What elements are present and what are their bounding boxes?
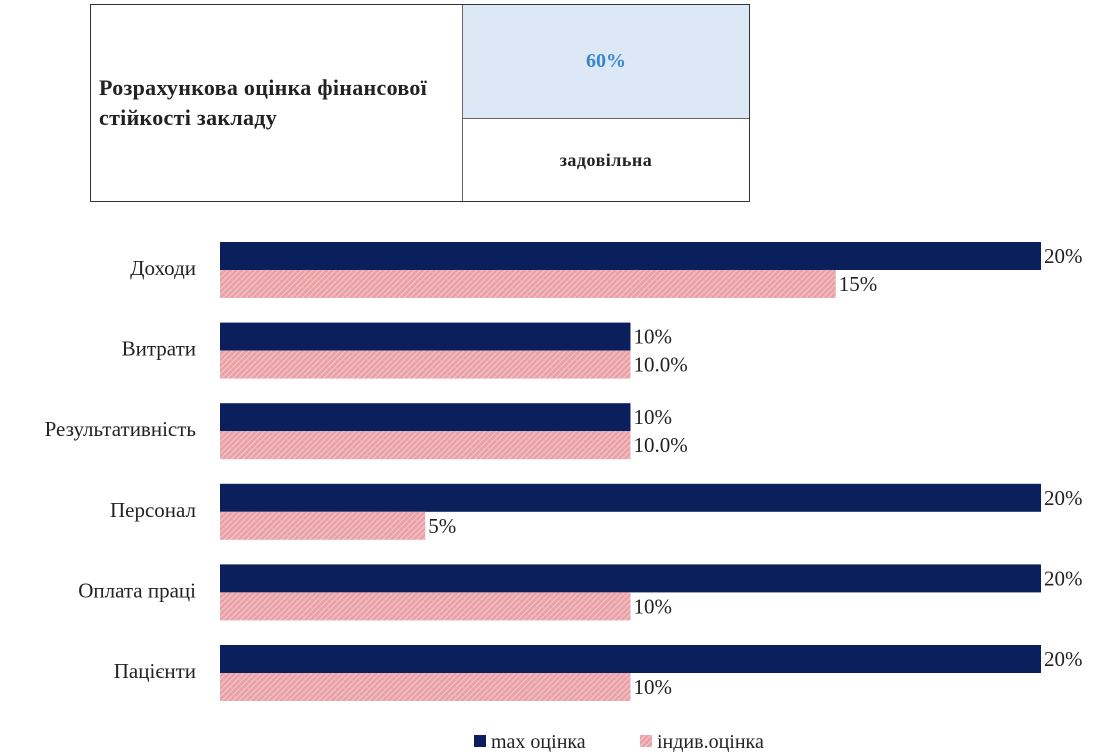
bar-max	[220, 403, 631, 432]
data-label: 15%	[839, 272, 878, 296]
bar-chart: Доходи 20% 15% Витрати 10% 10.0% Результативні…	[45, 242, 1083, 752]
legend-label: max оцінка	[491, 731, 586, 752]
summary-value-cell: 60% задовільна	[463, 5, 749, 201]
data-label: 20%	[1044, 486, 1083, 510]
category-label: Пацієнти	[114, 659, 196, 683]
bar-max	[220, 645, 1041, 673]
summary-label-cell: Розрахункова оцінка фінансової стійкості…	[91, 5, 463, 201]
category-label: Оплата праці	[78, 578, 196, 602]
bar-indiv	[220, 270, 836, 298]
summary-rating: задовільна	[559, 149, 653, 170]
summary-score: 60%	[463, 5, 749, 119]
data-label: 10%	[634, 594, 673, 618]
bar-max	[220, 483, 1041, 512]
data-label: 10%	[634, 675, 673, 699]
bar-max	[220, 242, 1041, 270]
bar-indiv	[220, 431, 631, 460]
legend-swatch-indiv	[640, 735, 652, 747]
bar-indiv	[220, 511, 426, 540]
data-label: 20%	[1044, 647, 1083, 671]
bar-indiv	[220, 592, 631, 621]
bar-indiv	[220, 673, 631, 701]
data-label: 10.0%	[634, 433, 688, 457]
data-label: 20%	[1044, 566, 1083, 590]
data-label: 10%	[634, 325, 673, 349]
data-label: 5%	[428, 514, 456, 538]
data-label: 10%	[634, 405, 673, 429]
category-label: Витрати	[122, 337, 196, 361]
summary-label: Розрахункова оцінка фінансової стійкості…	[99, 75, 428, 130]
category-label: Доходи	[130, 256, 196, 280]
data-label: 20%	[1044, 244, 1083, 268]
legend-label: індив.оцінка	[657, 731, 764, 752]
bar-max	[220, 564, 1041, 593]
summary-table: Розрахункова оцінка фінансової стійкості…	[90, 4, 750, 202]
bar-max	[220, 322, 631, 351]
bar-indiv	[220, 350, 631, 379]
category-label: Результативність	[45, 417, 196, 441]
legend-swatch-max	[474, 735, 486, 747]
data-label: 10.0%	[634, 353, 688, 377]
category-label: Персонал	[110, 498, 196, 522]
